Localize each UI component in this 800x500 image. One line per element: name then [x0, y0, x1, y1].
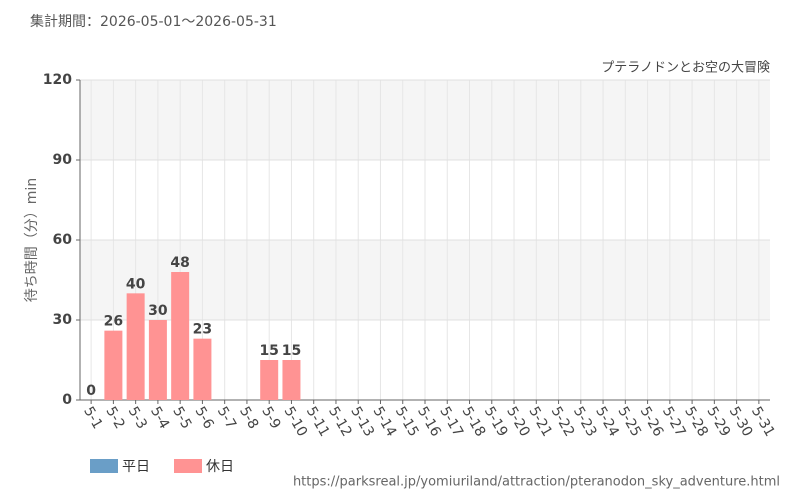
x-tick-label: 5-3	[125, 404, 150, 432]
x-tick-label: 5-9	[258, 404, 283, 432]
bar	[282, 360, 301, 400]
x-tick-label: 5-6	[191, 404, 216, 432]
bar	[193, 338, 212, 400]
value-label: 48	[170, 255, 189, 271]
x-tick-label: 5-5	[169, 404, 194, 432]
value-label: 15	[282, 343, 301, 359]
y-tick-label: 30	[53, 312, 73, 328]
x-tick-label: 5-8	[236, 404, 261, 432]
chart-subtitle: プテラノドンとお空の大冒険	[601, 61, 770, 76]
value-label: 40	[126, 276, 146, 292]
legend-label: 平日	[122, 459, 150, 475]
x-tick-label: 5-4	[147, 404, 172, 432]
value-label: 26	[104, 314, 123, 330]
source-url: https://parksreal.jp/yomiuriland/attract…	[293, 475, 780, 490]
x-tick-label: 5-31	[748, 404, 778, 440]
legend-label: 休日	[206, 459, 234, 475]
value-label: 23	[193, 322, 212, 338]
y-tick-label: 60	[53, 232, 73, 248]
bar	[126, 293, 145, 400]
y-axis-label: 待ち時間（分）min	[24, 178, 40, 302]
bar	[104, 330, 123, 400]
value-label: 0	[86, 383, 96, 399]
bar	[148, 320, 167, 400]
bar	[260, 360, 279, 400]
value-label: 30	[148, 303, 168, 319]
bar	[171, 272, 190, 400]
value-label: 15	[259, 343, 278, 359]
y-tick-label: 90	[53, 152, 73, 168]
y-tick-label: 0	[62, 392, 72, 408]
x-tick-label: 5-2	[102, 404, 127, 432]
legend-swatch	[174, 459, 202, 473]
x-tick-label: 5-7	[214, 404, 239, 432]
legend-swatch	[90, 459, 118, 473]
x-tick-label: 5-1	[80, 404, 105, 432]
y-tick-label: 120	[43, 72, 72, 88]
chart-title: 集計期間：2026-05-01～2026-05-31	[30, 13, 277, 30]
